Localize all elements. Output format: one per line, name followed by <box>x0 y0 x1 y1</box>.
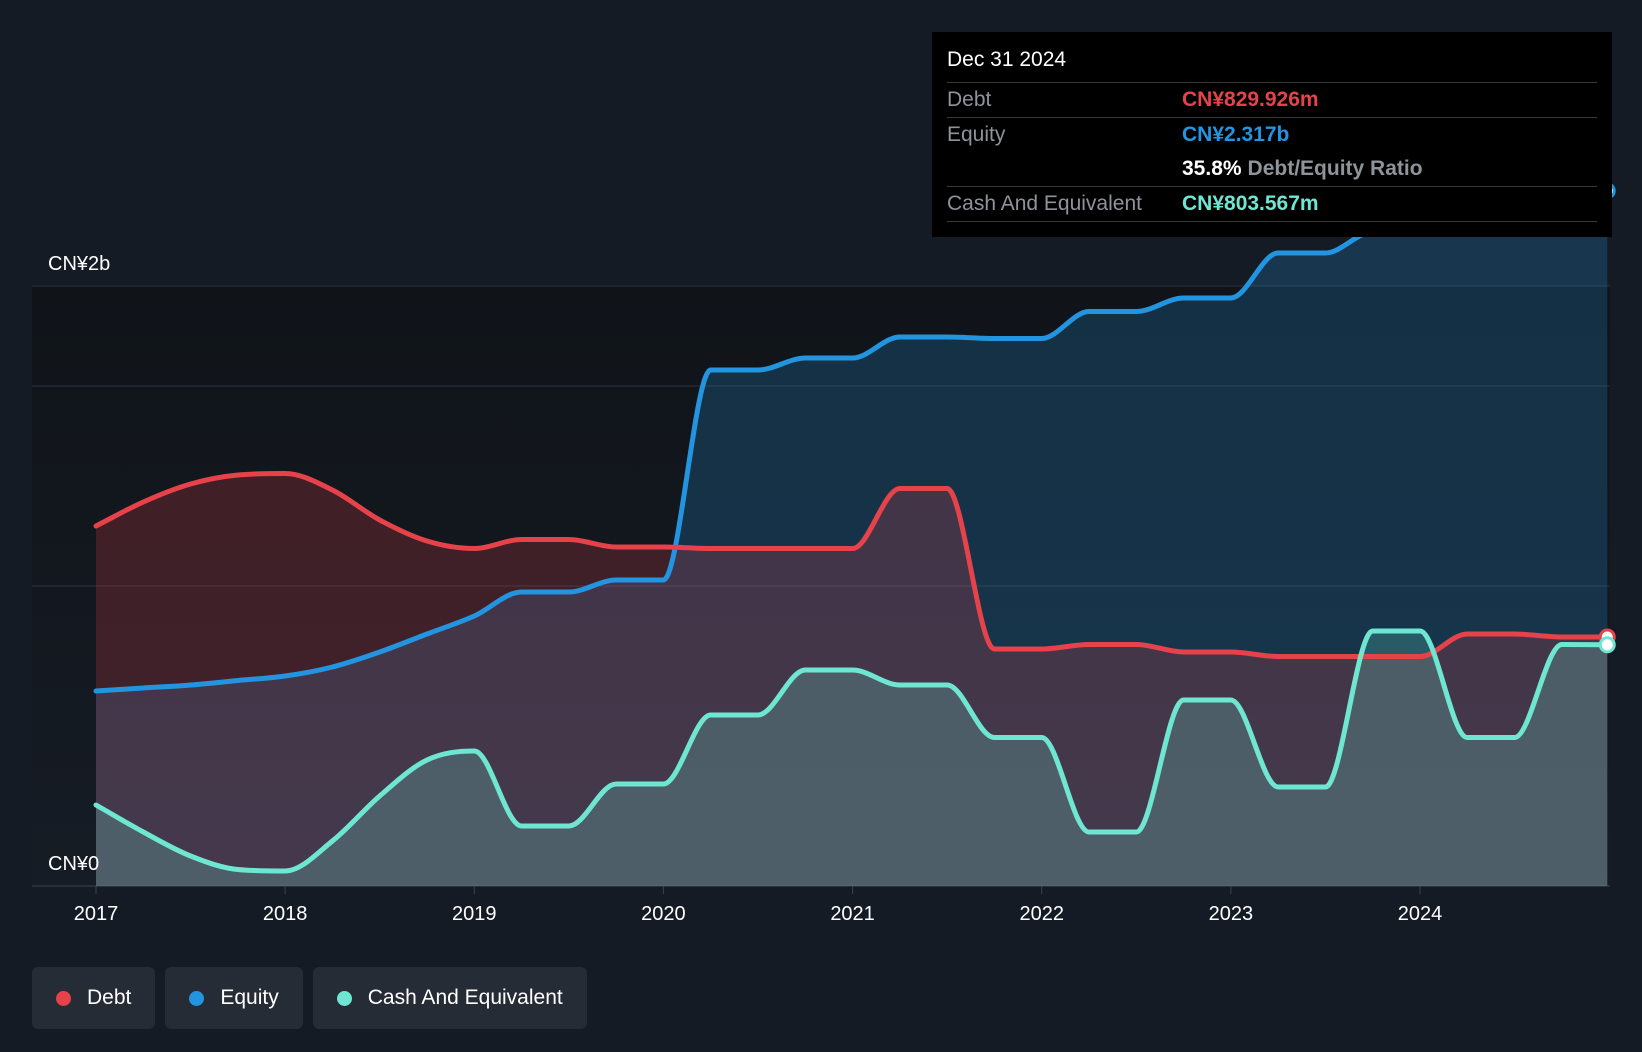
tooltip-ratio-label: Debt/Equity Ratio <box>1247 157 1423 180</box>
series-areas <box>96 190 1608 887</box>
equity-dot-icon <box>189 990 205 1006</box>
x-tick-label: 2021 <box>830 903 875 925</box>
tooltip-row-equity: Equity CN¥2.317b <box>947 118 1597 152</box>
y-tick-label-top: CN¥2b <box>48 253 110 275</box>
line-cash <box>93 628 1610 874</box>
debt-dot-icon <box>56 990 71 1006</box>
area-debt <box>96 473 1608 886</box>
area-cash <box>96 631 1608 886</box>
tooltip-row-ratio: 35.8% Debt/Equity Ratio <box>947 152 1597 187</box>
x-tick-label: 2024 <box>1398 903 1443 925</box>
x-tick-label: 2022 <box>1019 903 1064 925</box>
grid-lines <box>32 285 1610 887</box>
cash-dot-icon <box>336 990 352 1006</box>
legend-item-debt[interactable]: Debt <box>32 967 156 1029</box>
x-axis-ticks: 2017 2018 2019 2020 2021 2022 2023 2024 <box>74 886 1443 925</box>
tooltip-cash-label: Cash And Equivalent <box>947 192 1142 215</box>
x-tick-label: 2017 <box>74 903 119 925</box>
legend-label-debt: Debt <box>87 986 132 1009</box>
legend-label-equity: Equity <box>220 986 279 1009</box>
data-tooltip: Dec 31 2024 Debt CN¥829.926m Equity CN¥2… <box>932 32 1612 237</box>
tooltip-debt-label: Debt <box>947 88 992 111</box>
tooltip-ratio-spacer <box>947 152 1182 186</box>
marker-cash[interactable] <box>1598 636 1616 654</box>
line-debt <box>93 471 1610 660</box>
x-tick-label: 2018 <box>263 903 308 925</box>
tooltip-row-debt: Debt CN¥829.926m <box>947 83 1597 118</box>
line-equity <box>93 188 1610 694</box>
x-tick-label: 2023 <box>1209 903 1254 925</box>
tooltip-cash-value: CN¥803.567m <box>1182 192 1319 215</box>
tooltip-equity-value: CN¥2.317b <box>1182 123 1290 146</box>
tooltip-equity-label: Equity <box>947 123 1006 146</box>
series-lines <box>93 188 1610 874</box>
x-tick-label: 2020 <box>641 903 686 925</box>
x-tick-label: 2019 <box>452 903 497 925</box>
y-tick-label-bottom: CN¥0 <box>48 853 99 875</box>
chart-legend: Debt Equity Cash And Equivalent <box>32 967 597 1029</box>
legend-label-cash: Cash And Equivalent <box>367 986 563 1009</box>
area-equity <box>96 190 1608 887</box>
tooltip-row-cash: Cash And Equivalent CN¥803.567m <box>947 187 1597 222</box>
legend-item-cash[interactable]: Cash And Equivalent <box>312 967 587 1029</box>
tooltip-ratio-value: 35.8% <box>1182 157 1242 180</box>
legend-item-equity[interactable]: Equity <box>165 967 303 1029</box>
tooltip-debt-value: CN¥829.926m <box>1182 88 1319 111</box>
tooltip-date: Dec 31 2024 <box>947 46 1597 83</box>
